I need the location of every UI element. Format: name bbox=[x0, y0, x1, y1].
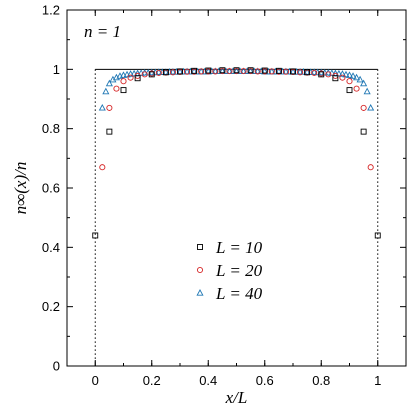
data-point bbox=[177, 68, 183, 75]
y-tick-label: 0.4 bbox=[42, 240, 60, 255]
data-point bbox=[198, 68, 205, 75]
data-point bbox=[141, 71, 148, 78]
data-point bbox=[353, 85, 360, 92]
data-point bbox=[127, 70, 135, 77]
legend-marker bbox=[196, 266, 204, 274]
data-point bbox=[268, 68, 275, 75]
data-point bbox=[345, 71, 354, 78]
y-tick-label: 1 bbox=[53, 62, 60, 77]
data-point bbox=[233, 67, 240, 74]
x-tick-label: 0.4 bbox=[199, 373, 217, 388]
data-point bbox=[102, 87, 110, 95]
data-point bbox=[367, 164, 374, 171]
data-point bbox=[120, 78, 127, 85]
data-point bbox=[212, 68, 219, 75]
data-point bbox=[346, 87, 353, 94]
data-point bbox=[148, 71, 155, 78]
data-marks bbox=[92, 67, 381, 239]
x-tick-label: 0.8 bbox=[312, 373, 330, 388]
data-point bbox=[113, 85, 120, 92]
data-point bbox=[120, 87, 127, 94]
data-point bbox=[98, 103, 106, 111]
data-point bbox=[311, 69, 318, 76]
data-point bbox=[184, 68, 191, 75]
legend-marker bbox=[197, 244, 203, 250]
data-point bbox=[99, 164, 106, 171]
data-point bbox=[338, 70, 346, 77]
data-point bbox=[247, 67, 254, 74]
legend-marker bbox=[196, 289, 204, 296]
x-tick-label: 1 bbox=[374, 373, 381, 388]
data-point bbox=[296, 68, 304, 75]
data-point bbox=[363, 87, 371, 95]
data-point bbox=[367, 103, 375, 111]
x-axis-title: x/L bbox=[225, 388, 248, 407]
data-point bbox=[318, 71, 325, 78]
data-point bbox=[342, 70, 350, 78]
data-point bbox=[261, 67, 268, 74]
data-point bbox=[127, 74, 134, 81]
data-point bbox=[339, 74, 346, 81]
data-point bbox=[130, 69, 138, 77]
data-point bbox=[240, 68, 247, 75]
y-tick-label: 1.2 bbox=[42, 3, 60, 18]
data-point bbox=[282, 68, 289, 75]
x-tick-label: 0 bbox=[92, 373, 99, 388]
data-point bbox=[360, 104, 367, 111]
legend-label: L = 20 bbox=[215, 261, 263, 280]
data-point bbox=[346, 78, 353, 85]
data-point bbox=[349, 72, 357, 79]
data-point bbox=[297, 69, 304, 76]
x-tick-label: 0.6 bbox=[256, 373, 274, 388]
legend: L = 10 L = 20 L = 40 bbox=[196, 238, 263, 303]
data-point bbox=[169, 68, 177, 75]
data-point bbox=[92, 232, 99, 239]
data-point bbox=[106, 128, 113, 135]
data-point bbox=[254, 68, 261, 75]
data-point bbox=[219, 67, 226, 74]
data-point bbox=[105, 79, 113, 87]
legend-label: L = 10 bbox=[215, 238, 263, 257]
y-tick-label: 0.6 bbox=[42, 181, 60, 196]
data-point bbox=[356, 75, 364, 83]
data-point bbox=[169, 69, 176, 76]
y-tick-label: 0.2 bbox=[42, 299, 60, 314]
data-point bbox=[290, 68, 296, 75]
data-point bbox=[310, 68, 318, 75]
data-point bbox=[304, 69, 311, 76]
data-point bbox=[374, 232, 381, 239]
data-point bbox=[335, 69, 343, 77]
data-point bbox=[275, 67, 282, 74]
data-point bbox=[191, 67, 198, 74]
data-point bbox=[162, 69, 169, 76]
x-tick-label: 0.2 bbox=[143, 373, 161, 388]
annotation-label: n = 1 bbox=[84, 22, 121, 41]
data-point bbox=[353, 73, 361, 81]
y-tick-label: 0 bbox=[53, 359, 60, 374]
legend-label: L = 40 bbox=[215, 284, 263, 303]
data-point bbox=[360, 128, 367, 135]
data-point bbox=[360, 79, 368, 87]
series-square bbox=[92, 67, 381, 239]
axes: 0 0.2 0.4 0.6 0.8 1 0 0.2 0.4 0.6 0.8 1 1.2 bbox=[42, 3, 407, 388]
data-point bbox=[332, 75, 339, 82]
data-point bbox=[155, 69, 162, 76]
y-tick-label: 0.8 bbox=[42, 121, 60, 136]
data-point bbox=[106, 104, 113, 111]
data-point bbox=[226, 68, 233, 75]
data-point bbox=[325, 71, 332, 78]
data-point bbox=[155, 68, 163, 75]
data-point bbox=[205, 67, 212, 74]
data-point bbox=[134, 75, 141, 82]
y-axis-title: n∞(x)/n bbox=[11, 162, 30, 215]
